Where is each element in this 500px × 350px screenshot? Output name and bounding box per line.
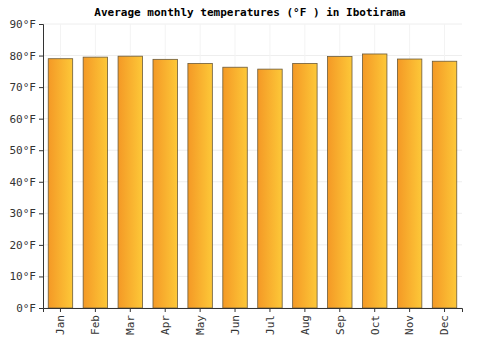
bar	[293, 63, 317, 308]
y-axis: 0°F 10°F 20°F 30°F 40°F 50°F 60°F 70°F 80°F 90°F	[10, 18, 44, 315]
bar	[188, 63, 212, 308]
bar	[432, 61, 456, 308]
y-tick-mark	[39, 245, 43, 246]
bar	[83, 57, 107, 308]
x-tick-mark	[95, 308, 96, 312]
x-tick-mark	[444, 308, 445, 312]
bar	[258, 69, 282, 308]
bar	[328, 57, 352, 308]
x-tick: Mar	[124, 308, 137, 335]
bar	[223, 67, 247, 308]
y-tick-mark	[39, 213, 43, 214]
grid	[43, 24, 462, 308]
bar	[118, 56, 142, 308]
y-tick: 60°F	[10, 113, 44, 126]
y-tick-label: 70°F	[10, 81, 37, 94]
bars	[48, 54, 457, 308]
y-tick: 10°F	[10, 270, 44, 283]
x-tick-label: Aug	[299, 315, 312, 335]
x-tick: Feb	[89, 308, 102, 335]
x-tick: May	[194, 308, 207, 335]
x-tick-label: Mar	[124, 315, 137, 335]
x-axis: Jan Feb Mar Apr May Jun Jul Aug Sep Oct Nov Dec	[44, 308, 463, 335]
x-axis-line	[44, 309, 463, 313]
x-tick-mark	[235, 308, 236, 312]
x-tick-label: Apr	[159, 315, 172, 335]
y-tick: 50°F	[10, 144, 44, 157]
x-tick-label: Nov	[403, 315, 416, 335]
grid-line	[43, 24, 462, 25]
x-tick-mark	[304, 308, 305, 312]
x-tick-label: Dec	[438, 315, 451, 335]
y-tick-label: 0°F	[16, 302, 36, 315]
bar	[153, 59, 177, 308]
x-tick-label: Oct	[369, 315, 382, 335]
y-tick-label: 80°F	[10, 50, 37, 63]
x-tick: Jun	[229, 308, 242, 335]
y-tick-label: 20°F	[10, 239, 37, 252]
y-tick: 70°F	[10, 81, 44, 94]
plot: 0°F 10°F 20°F 30°F 40°F 50°F 60°F 70°F 80°F 90°F J…	[10, 18, 463, 335]
grid-line	[43, 55, 462, 56]
x-tick: Oct	[369, 308, 382, 335]
y-tick-mark	[39, 24, 43, 25]
y-tick-mark	[39, 119, 43, 120]
x-tick-mark	[200, 308, 201, 312]
x-tick-mark	[339, 308, 340, 312]
x-tick: Jan	[54, 308, 67, 335]
title: Average monthly temperatures (°F ) in Ib…	[94, 6, 405, 19]
y-tick-mark	[39, 276, 43, 277]
x-tick: Dec	[438, 308, 451, 335]
y-tick-label: 10°F	[10, 270, 37, 283]
y-tick-mark	[39, 308, 43, 309]
y-tick-label: 30°F	[10, 207, 37, 220]
y-tick-label: 90°F	[10, 18, 37, 31]
x-tick-mark	[409, 308, 410, 312]
y-tick: 40°F	[10, 176, 44, 189]
x-tick-label: May	[194, 315, 207, 335]
y-tick-label: 50°F	[10, 144, 37, 157]
x-tick-mark	[60, 308, 61, 312]
x-tick: Apr	[159, 308, 172, 335]
y-tick-mark	[39, 87, 43, 88]
x-tick-mark	[374, 308, 375, 312]
x-tick-label: Jul	[264, 315, 277, 335]
x-tick: Sep	[334, 308, 347, 335]
x-tick-mark	[269, 308, 270, 312]
y-tick-mark	[39, 56, 43, 57]
x-tick-label: Jun	[229, 315, 242, 335]
x-tick-mark	[130, 308, 131, 312]
x-tick: Aug	[299, 308, 312, 335]
y-tick-mark	[39, 150, 43, 151]
y-tick-mark	[39, 182, 43, 183]
y-tick: 30°F	[10, 207, 44, 220]
y-tick: 0°F	[16, 302, 43, 315]
y-tick: 20°F	[10, 239, 44, 252]
y-tick-label: 60°F	[10, 113, 37, 126]
x-tick: Nov	[403, 308, 416, 335]
bar	[397, 59, 421, 308]
y-axis-line	[39, 25, 44, 309]
bar	[362, 54, 386, 308]
y-tick-label: 40°F	[10, 176, 37, 189]
x-tick-label: Jan	[54, 315, 67, 335]
chart: 0°F 10°F 20°F 30°F 40°F 50°F 60°F 70°F 80°F 90°F J…	[0, 0, 500, 350]
x-tick-mark	[165, 308, 166, 312]
x-tick-label: Sep	[334, 315, 347, 335]
x-tick-label: Feb	[89, 315, 102, 335]
y-tick: 80°F	[10, 50, 44, 63]
bar	[48, 59, 72, 308]
x-tick: Jul	[264, 308, 277, 335]
y-tick: 90°F	[10, 18, 44, 31]
